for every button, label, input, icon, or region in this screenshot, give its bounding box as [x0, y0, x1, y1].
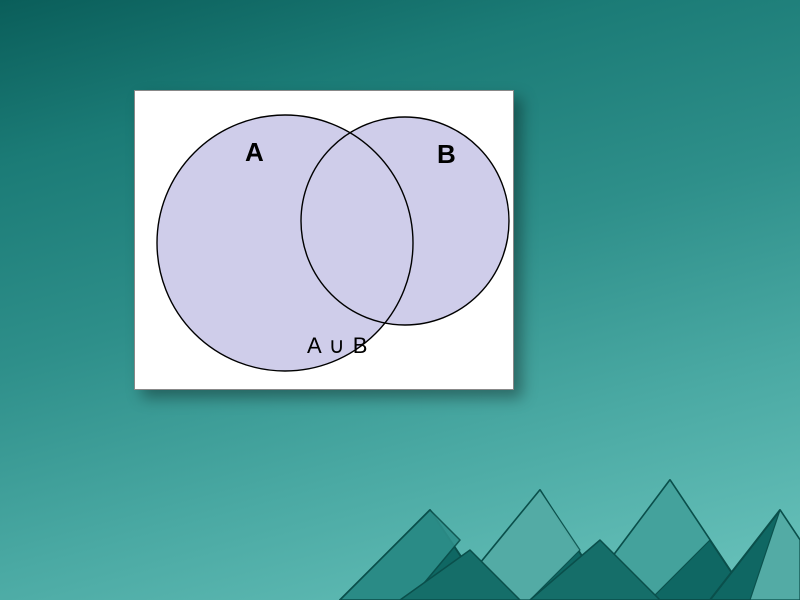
venn-circle-b-fill [301, 117, 509, 325]
venn-diagram: A B A ∪ B [135, 91, 515, 391]
venn-label-b: B [437, 139, 456, 169]
diagram-panel: A B A ∪ B [134, 90, 514, 390]
venn-label-a: A [245, 137, 264, 167]
venn-label-union: A ∪ B [307, 333, 368, 358]
